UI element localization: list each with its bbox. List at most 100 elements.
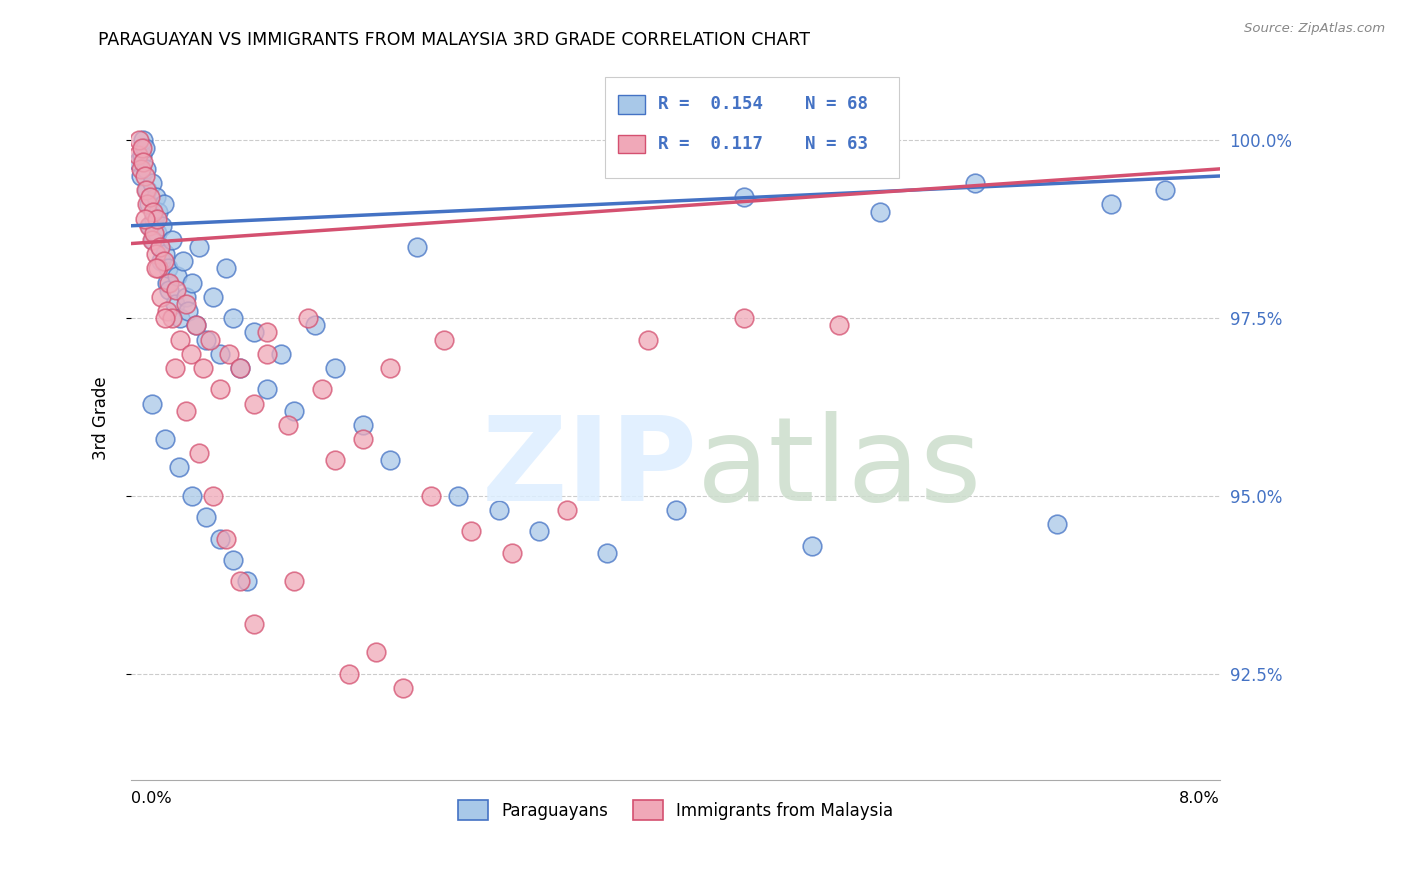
Point <box>378 361 401 376</box>
Point <box>160 233 183 247</box>
Point <box>128 133 150 147</box>
Point <box>352 417 374 432</box>
Point <box>145 247 167 261</box>
Point <box>142 233 165 247</box>
Point <box>195 333 218 347</box>
Point <box>378 453 401 467</box>
Point <box>637 333 659 347</box>
Point <box>195 510 218 524</box>
Point <box>277 417 299 432</box>
Point <box>174 297 197 311</box>
Point <box>208 382 231 396</box>
Point <box>242 396 264 410</box>
Point <box>141 176 163 190</box>
Point <box>156 261 179 276</box>
Point <box>134 211 156 226</box>
Point <box>366 645 388 659</box>
Point <box>127 154 149 169</box>
Point <box>323 361 346 376</box>
Text: R =  0.154    N = 68: R = 0.154 N = 68 <box>658 95 868 113</box>
Point <box>157 276 180 290</box>
FancyBboxPatch shape <box>605 77 898 178</box>
Point <box>138 197 160 211</box>
Point <box>166 268 188 283</box>
Point <box>460 524 482 539</box>
Point <box>419 489 441 503</box>
Point <box>215 261 238 276</box>
Point <box>201 489 224 503</box>
Point <box>160 311 183 326</box>
Point <box>163 297 186 311</box>
Text: atlas: atlas <box>697 411 983 526</box>
Point <box>218 347 240 361</box>
Point <box>283 403 305 417</box>
Point <box>555 503 578 517</box>
Point <box>132 154 155 169</box>
Point <box>138 219 160 233</box>
Point <box>311 382 333 396</box>
Point <box>136 197 159 211</box>
Text: Source: ZipAtlas.com: Source: ZipAtlas.com <box>1244 22 1385 36</box>
Point <box>129 169 152 183</box>
Point <box>135 161 157 176</box>
Point <box>134 140 156 154</box>
Point <box>169 333 191 347</box>
Point <box>143 211 166 226</box>
Text: PARAGUAYAN VS IMMIGRANTS FROM MALAYSIA 3RD GRADE CORRELATION CHART: PARAGUAYAN VS IMMIGRANTS FROM MALAYSIA 3… <box>98 31 810 49</box>
Point <box>134 169 156 183</box>
FancyBboxPatch shape <box>617 95 645 113</box>
Point <box>155 276 177 290</box>
Point <box>242 326 264 340</box>
Point <box>1099 197 1122 211</box>
Point <box>337 666 360 681</box>
Point <box>201 290 224 304</box>
Point <box>193 361 215 376</box>
Point <box>447 489 470 503</box>
Point <box>180 347 202 361</box>
Point <box>136 183 159 197</box>
Point <box>256 326 278 340</box>
Point <box>596 546 619 560</box>
Point <box>222 553 245 567</box>
Point <box>169 311 191 326</box>
Point <box>163 361 186 376</box>
Point <box>733 190 755 204</box>
Point <box>208 347 231 361</box>
Point <box>155 304 177 318</box>
Point <box>529 524 551 539</box>
Text: 0.0%: 0.0% <box>131 791 172 806</box>
Point <box>186 318 208 333</box>
Point <box>1154 183 1177 197</box>
Point <box>1045 517 1067 532</box>
Point <box>188 240 211 254</box>
Point <box>149 240 172 254</box>
Point <box>172 254 194 268</box>
Point <box>215 532 238 546</box>
Point <box>242 616 264 631</box>
Point <box>963 176 986 190</box>
Point <box>297 311 319 326</box>
Point <box>153 311 176 326</box>
Point <box>256 347 278 361</box>
Point <box>135 183 157 197</box>
Point <box>150 290 173 304</box>
Text: 8.0%: 8.0% <box>1180 791 1220 806</box>
Point <box>800 539 823 553</box>
Point <box>146 211 169 226</box>
Point <box>733 311 755 326</box>
Point <box>145 190 167 204</box>
Legend: Paraguayans, Immigrants from Malaysia: Paraguayans, Immigrants from Malaysia <box>451 794 900 826</box>
Point <box>181 489 204 503</box>
Point <box>177 304 200 318</box>
Point <box>131 147 153 161</box>
Point <box>229 574 252 589</box>
Point <box>283 574 305 589</box>
Point <box>323 453 346 467</box>
Point <box>208 532 231 546</box>
Text: ZIP: ZIP <box>481 411 697 526</box>
Point <box>143 226 166 240</box>
Point <box>157 283 180 297</box>
Point <box>433 333 456 347</box>
Point <box>148 204 170 219</box>
Point <box>186 318 208 333</box>
